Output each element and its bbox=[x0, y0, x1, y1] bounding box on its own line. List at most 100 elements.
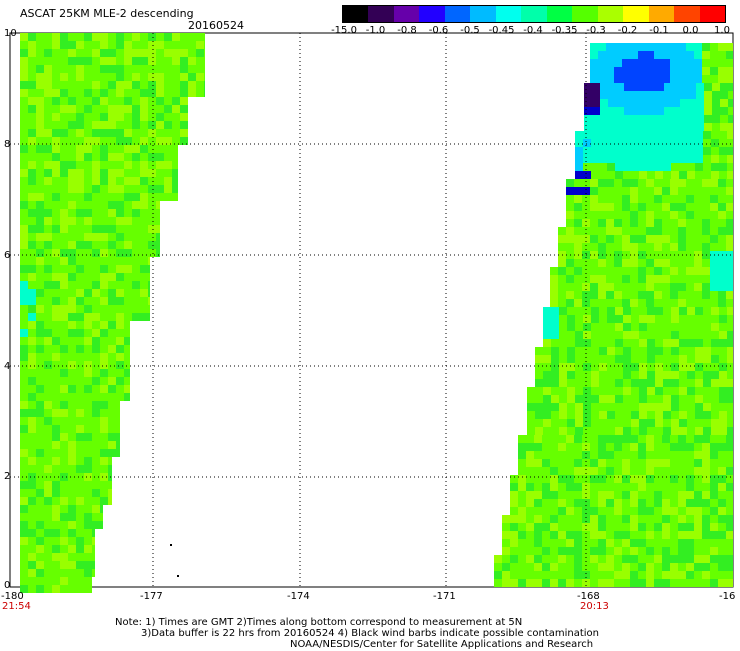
wind-cell bbox=[566, 219, 574, 227]
wind-cell bbox=[20, 169, 28, 177]
wind-cell bbox=[646, 499, 654, 507]
wind-cell bbox=[92, 417, 100, 425]
wind-cell bbox=[678, 51, 686, 59]
wind-cell bbox=[108, 337, 116, 345]
wind-cell bbox=[534, 459, 542, 467]
wind-cell bbox=[614, 243, 622, 251]
wind-cell bbox=[678, 203, 686, 211]
wind-cell bbox=[148, 49, 156, 57]
wind-cell bbox=[526, 467, 534, 475]
wind-cell bbox=[52, 377, 60, 385]
wind-cell bbox=[535, 387, 543, 395]
wind-cell bbox=[44, 201, 52, 209]
wind-cell bbox=[20, 569, 28, 577]
wind-cell bbox=[566, 267, 574, 275]
wind-cell bbox=[615, 347, 623, 355]
wind-cell bbox=[44, 281, 52, 289]
wind-cell bbox=[646, 579, 654, 587]
wind-cell bbox=[631, 307, 639, 315]
wind-cell bbox=[28, 345, 36, 353]
wind-cell bbox=[551, 427, 559, 435]
wind-cell bbox=[671, 139, 679, 147]
wind-cell bbox=[686, 43, 694, 51]
wind-cell bbox=[614, 451, 622, 459]
wind-cell bbox=[92, 337, 100, 345]
wind-cell bbox=[124, 297, 132, 305]
wind-cell bbox=[76, 417, 84, 425]
wind-cell bbox=[688, 123, 696, 131]
wind-cell bbox=[646, 267, 654, 275]
wind-cell bbox=[599, 427, 607, 435]
y-tick: 10 bbox=[4, 28, 17, 39]
wind-cell bbox=[703, 403, 711, 411]
wind-cell bbox=[52, 529, 60, 537]
wind-cell bbox=[582, 523, 590, 531]
wind-cell bbox=[20, 369, 28, 377]
wind-cell bbox=[710, 211, 718, 219]
wind-cell bbox=[606, 491, 614, 499]
wind-cell bbox=[702, 435, 710, 443]
wind-cell bbox=[614, 579, 622, 587]
wind-cell bbox=[615, 379, 623, 387]
wind-cell bbox=[566, 507, 574, 515]
wind-cell bbox=[598, 499, 606, 507]
wind-cell bbox=[670, 507, 678, 515]
wind-cell bbox=[156, 49, 164, 57]
wind-cell bbox=[52, 233, 60, 241]
colorbar-swatch bbox=[572, 6, 598, 22]
wind-cell bbox=[726, 75, 733, 83]
wind-cell bbox=[68, 65, 76, 73]
wind-cell bbox=[68, 113, 76, 121]
wind-cell bbox=[196, 41, 204, 49]
wind-cell bbox=[44, 585, 52, 593]
wind-cell bbox=[630, 571, 638, 579]
wind-cell bbox=[108, 41, 116, 49]
wind-cell bbox=[76, 553, 84, 561]
wind-cell bbox=[36, 129, 44, 137]
wind-map bbox=[9, 32, 734, 593]
wind-cell bbox=[567, 427, 575, 435]
wind-cell bbox=[76, 217, 84, 225]
wind-cell bbox=[607, 411, 615, 419]
wind-cell bbox=[656, 91, 664, 99]
wind-cell bbox=[542, 547, 550, 555]
wind-cell bbox=[124, 113, 132, 121]
wind-cell bbox=[132, 145, 140, 153]
wind-cell bbox=[36, 49, 44, 57]
wind-cell bbox=[695, 379, 703, 387]
wind-cell bbox=[622, 195, 630, 203]
wind-cell bbox=[44, 473, 52, 481]
wind-cell bbox=[647, 371, 655, 379]
wind-cell bbox=[172, 129, 180, 137]
wind-cell bbox=[647, 323, 655, 331]
wind-cell bbox=[124, 265, 132, 273]
wind-cell bbox=[124, 145, 132, 153]
wind-cell bbox=[156, 185, 164, 193]
wind-cell bbox=[654, 435, 662, 443]
wind-cell bbox=[710, 515, 718, 523]
wind-cell bbox=[124, 321, 130, 329]
wind-cell bbox=[671, 147, 679, 155]
wind-cell bbox=[575, 139, 583, 147]
wind-cell bbox=[28, 465, 36, 473]
wind-cell bbox=[646, 435, 654, 443]
wind-cell bbox=[60, 57, 68, 65]
wind-cell bbox=[710, 523, 718, 531]
wind-cell bbox=[574, 459, 582, 467]
wind-cell bbox=[76, 513, 84, 521]
wind-cell bbox=[44, 129, 52, 137]
wind-cell bbox=[44, 433, 52, 441]
wind-cell bbox=[694, 443, 702, 451]
wind-cell bbox=[140, 73, 148, 81]
wind-cell bbox=[574, 203, 582, 211]
wind-cell bbox=[575, 347, 583, 355]
wind-cell bbox=[92, 169, 100, 177]
wind-cell bbox=[20, 97, 28, 105]
wind-cell bbox=[196, 65, 204, 73]
wind-cell bbox=[622, 75, 630, 83]
wind-cell bbox=[76, 393, 84, 401]
wind-cell bbox=[116, 321, 124, 329]
wind-cell bbox=[719, 379, 727, 387]
wind-cell bbox=[68, 353, 76, 361]
wind-cell bbox=[28, 393, 36, 401]
